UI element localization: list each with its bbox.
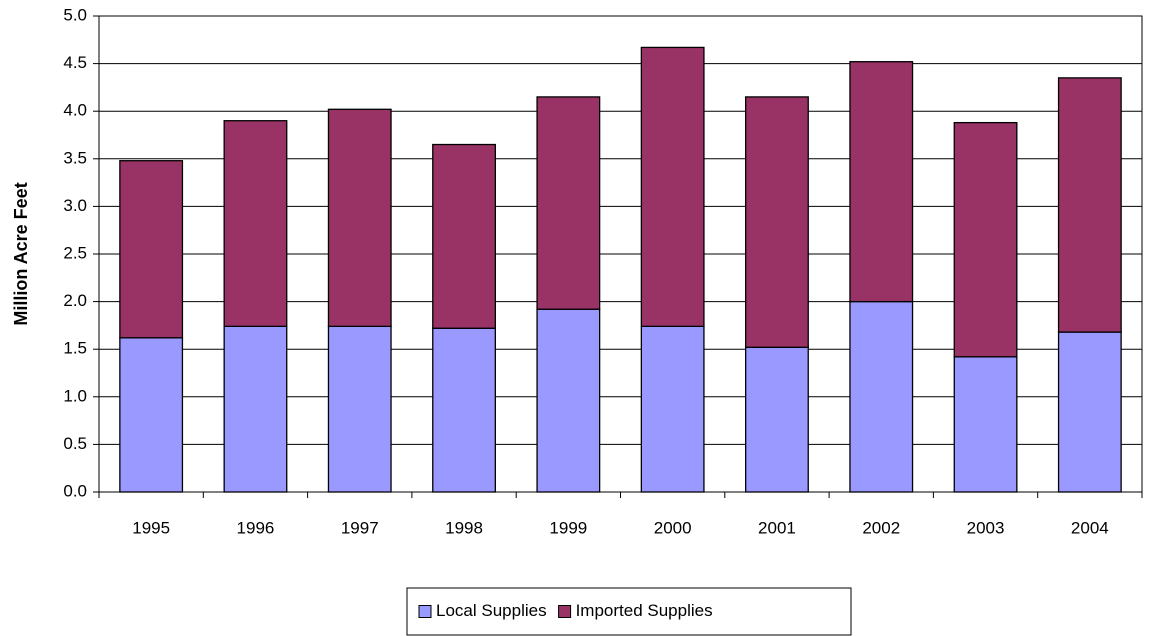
y-axis-label: Million Acre Feet <box>11 182 31 325</box>
bar-segment <box>119 337 184 493</box>
bar-segment <box>953 356 1018 493</box>
bar-segment <box>536 308 601 493</box>
bar-segment <box>849 61 914 303</box>
y-tick-label: 0.0 <box>63 481 87 500</box>
bar-segment <box>223 120 288 328</box>
x-tick-label: 2000 <box>654 518 692 537</box>
legend-label: Imported Supplies <box>576 601 713 620</box>
x-tick-label: 2003 <box>967 518 1005 537</box>
y-tick-label: 3.0 <box>63 196 87 215</box>
legend-label: Local Supplies <box>436 601 547 620</box>
y-tick-label: 1.5 <box>63 339 87 358</box>
y-tick-label: 4.0 <box>63 101 87 120</box>
y-tick-label: 4.5 <box>63 53 87 72</box>
legend-box <box>406 587 852 636</box>
x-tick-label: 1995 <box>132 518 170 537</box>
bar-segment <box>849 300 914 493</box>
bar-segment <box>745 346 809 493</box>
y-tick-label: 5.0 <box>63 5 87 24</box>
x-tick-label: 1998 <box>445 518 483 537</box>
x-tick-label: 2002 <box>862 518 900 537</box>
y-tick-label: 0.5 <box>63 434 87 453</box>
bar-segment <box>432 143 496 329</box>
bar-segment <box>1057 331 1122 493</box>
x-tick-label: 2004 <box>1071 518 1109 537</box>
legend-swatch <box>418 605 432 618</box>
y-tick-label: 3.5 <box>63 148 87 167</box>
bar-segment <box>432 327 496 493</box>
x-tick-label: 1997 <box>341 518 379 537</box>
bar-segment <box>327 325 392 493</box>
y-tick-label: 1.0 <box>63 386 87 405</box>
x-tick-label: 1996 <box>237 518 275 537</box>
y-tick-label: 2.0 <box>63 291 87 310</box>
x-tick-label: 2001 <box>758 518 796 537</box>
legend-swatch <box>558 605 572 618</box>
bar-segment <box>745 96 809 348</box>
bar-segment <box>327 108 392 328</box>
bar-segment <box>1057 77 1122 333</box>
bar-segment <box>119 160 184 339</box>
y-tick-label: 2.5 <box>63 243 87 262</box>
bar-segment <box>536 96 601 310</box>
x-tick-label: 1999 <box>549 518 587 537</box>
bar-segment <box>640 325 705 493</box>
bar-segment <box>640 46 705 328</box>
bar-segment <box>223 325 288 493</box>
bar-segment <box>953 121 1018 358</box>
